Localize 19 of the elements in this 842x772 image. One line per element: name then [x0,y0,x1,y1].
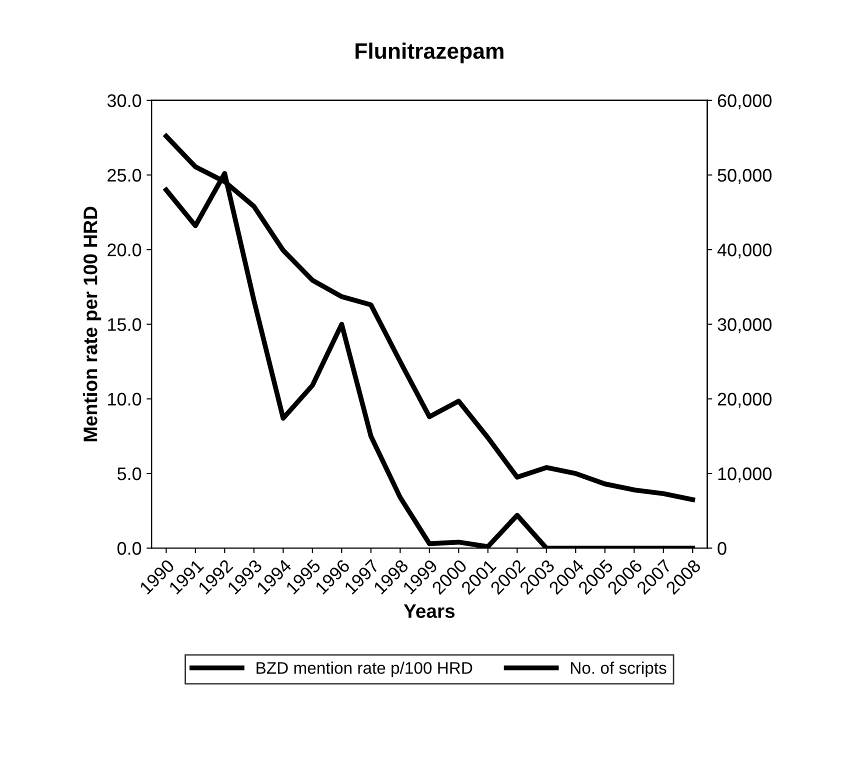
x-axis-title: Years [404,604,455,618]
y2-tick-label: 0 [718,542,726,555]
y-tick-label: 25.0 [108,168,142,182]
y-tick-label: 5.0 [117,467,142,480]
legend-label: No. of scripts [571,662,666,678]
y2-tick-label: 40,000 [717,244,772,258]
y2-tick-label: 30,000 [718,318,772,334]
y2-tick-label: 50,000 [718,168,772,184]
y-axis-title: Mention rate per 100 HRD [83,206,102,442]
y2-tick-label: 20,000 [718,392,772,408]
y-tick-label: 0.0 [117,542,142,555]
y2-tick-label: 60,000 [718,94,772,110]
y-tick-label: 30.0 [107,94,142,108]
chart-title: Flunitrazepam [356,42,504,64]
y-tick-label: 20.0 [108,244,142,256]
y-tick-label: 10.0 [108,392,142,406]
y2-tick-label: 10,000 [718,467,772,482]
legend-label: BZD mention rate p/100 HRD [256,662,472,678]
y-tick-label: 15.0 [108,318,142,331]
